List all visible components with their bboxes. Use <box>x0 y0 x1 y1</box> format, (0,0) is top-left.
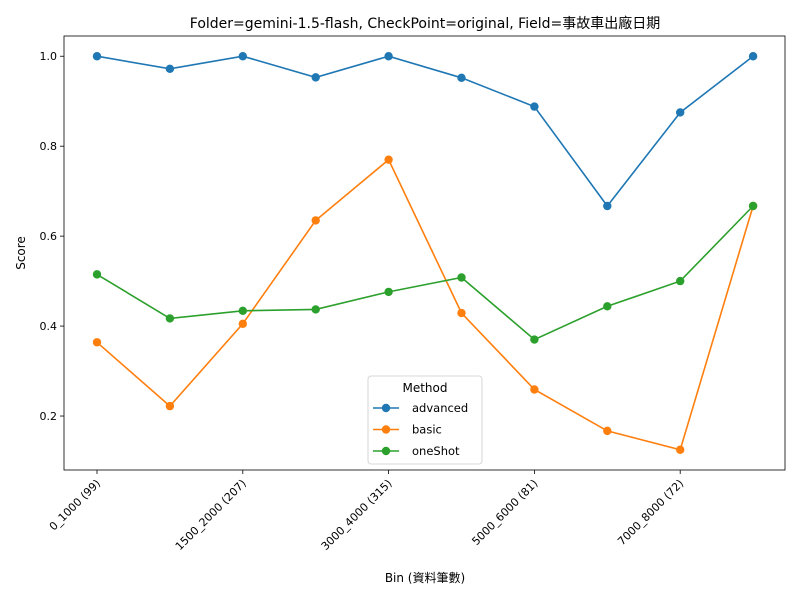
data-point-advanced <box>92 52 102 61</box>
data-point-oneShot <box>238 306 247 315</box>
legend-swatch-marker <box>381 425 391 434</box>
data-point-advanced <box>748 52 758 61</box>
y-axis: 0.2 0.4 0.6 0.8 1.0 <box>40 50 64 423</box>
x-axis: 0_1000 (99) 1500_2000 (207) 3000_4000 (315… <box>47 470 686 553</box>
data-point-advanced <box>238 52 247 61</box>
data-point-oneShot <box>603 302 612 311</box>
y-tick-label: 0.6 <box>40 230 58 243</box>
y-tick-label: 0.2 <box>40 410 58 423</box>
data-point-oneShot <box>676 276 685 286</box>
data-point-oneShot <box>165 314 175 323</box>
data-point-advanced <box>165 64 175 74</box>
data-point-oneShot <box>530 335 539 344</box>
data-point-oneShot <box>92 270 102 279</box>
series-layer <box>92 52 758 454</box>
series-oneShot <box>92 201 758 344</box>
data-point-basic <box>165 401 175 411</box>
data-point-basic <box>92 338 102 347</box>
x-tick-label: 5000_6000 (81) <box>469 477 540 548</box>
x-tick-label: 1500_2000 (207) <box>173 477 249 553</box>
data-point-advanced <box>676 108 685 117</box>
legend-entry-oneShot: oneShot <box>412 444 460 458</box>
data-point-basic <box>530 385 539 394</box>
data-point-advanced <box>384 52 393 61</box>
plot-area <box>63 35 786 471</box>
data-point-oneShot <box>748 201 758 211</box>
legend-entry-basic: basic <box>412 423 442 437</box>
data-point-advanced <box>311 73 320 82</box>
x-axis-label: Bin (資料筆數) <box>385 571 465 585</box>
series-line-oneShot <box>96 205 754 341</box>
series-advanced <box>92 52 758 211</box>
data-point-basic <box>384 155 393 164</box>
data-point-basic <box>676 445 685 454</box>
y-tick-label: 0.8 <box>40 140 58 153</box>
legend: Method advanced basic oneShot <box>367 375 483 465</box>
series-line-advanced <box>96 55 754 208</box>
data-point-basic <box>457 308 466 318</box>
y-tick-label: 0.4 <box>40 320 58 333</box>
data-point-oneShot <box>311 305 320 314</box>
data-point-basic <box>603 426 612 436</box>
legend-title: Method <box>402 381 447 395</box>
y-tick-label: 1.0 <box>40 50 58 63</box>
legend-swatch-marker <box>381 403 391 413</box>
x-tick-label: 7000_8000 (72) <box>615 477 686 548</box>
series-basic <box>92 155 758 454</box>
data-point-basic <box>311 216 320 225</box>
y-axis-label: Score <box>14 236 28 270</box>
data-point-advanced <box>530 102 539 111</box>
legend-swatch-marker <box>381 446 391 456</box>
series-line-basic <box>96 158 754 451</box>
legend-box <box>367 375 483 465</box>
data-point-advanced <box>603 201 612 211</box>
chart-title: Folder=gemini-1.5-flash, CheckPoint=orig… <box>190 15 660 32</box>
data-point-advanced <box>457 73 466 83</box>
x-tick-label: 0_1000 (99) <box>47 477 103 533</box>
data-point-basic <box>238 319 247 329</box>
legend-entry-advanced: advanced <box>412 401 468 415</box>
data-point-oneShot <box>457 273 466 282</box>
data-point-oneShot <box>384 287 393 297</box>
x-tick-label: 3000_4000 (315) <box>319 477 395 553</box>
